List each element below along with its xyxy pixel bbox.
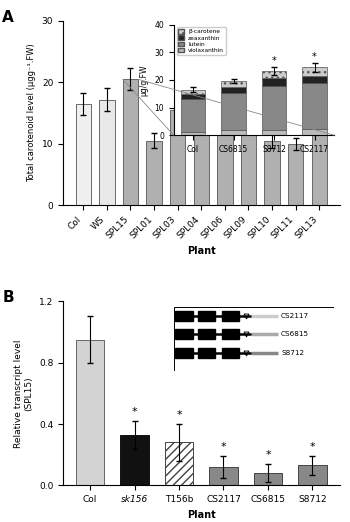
Text: *: * [132, 407, 137, 417]
Bar [170, 110, 185, 205]
Bar [146, 141, 162, 205]
Text: *: * [221, 443, 226, 453]
Bar [99, 100, 114, 205]
Bar [76, 339, 105, 485]
Bar [164, 443, 194, 485]
Bar [209, 467, 238, 485]
Text: B: B [2, 290, 14, 305]
X-axis label: Plant: Plant [187, 510, 216, 520]
Bar [288, 144, 303, 205]
Text: *: * [310, 443, 315, 453]
Bar [298, 466, 327, 485]
Bar [312, 107, 327, 205]
Bar [76, 104, 91, 205]
Text: *: * [176, 410, 182, 420]
Bar [264, 141, 280, 205]
Bar [217, 91, 232, 205]
Text: *: * [265, 450, 271, 460]
Bar [194, 110, 209, 205]
Bar [241, 96, 256, 205]
Bar [253, 473, 282, 485]
Y-axis label: Relative transcript level
(SPL15): Relative transcript level (SPL15) [14, 339, 33, 447]
Text: A: A [2, 10, 14, 25]
Bar [120, 435, 149, 485]
Bar [123, 79, 138, 205]
X-axis label: Plant: Plant [187, 246, 216, 256]
Y-axis label: Total carotenoid level (μgg⁻¹.FW): Total carotenoid level (μgg⁻¹.FW) [27, 44, 36, 182]
